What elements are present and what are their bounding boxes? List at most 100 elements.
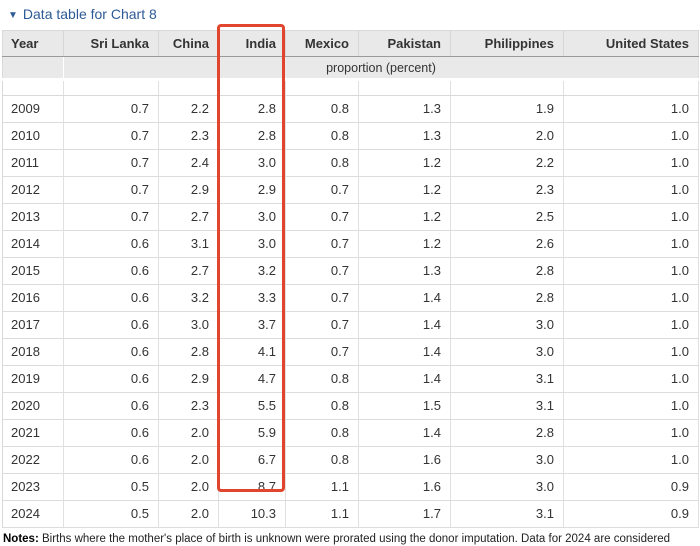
cell-value: 0.7 (63, 149, 159, 177)
table-row: 2016 0.6 3.2 3.3 0.7 1.4 2.8 1.0 (2, 284, 699, 312)
table-notes: Notes: Births where the mother's place o… (3, 532, 694, 546)
col-header-philippines: Philippines (450, 30, 564, 57)
cell-value: 2.8 (158, 338, 219, 366)
cell-value: 0.7 (285, 203, 359, 231)
cell-value: 2.8 (450, 257, 564, 285)
cell-value: 1.2 (358, 203, 451, 231)
data-table: Year Sri Lanka China India Mexico Pakistan Phi… (2, 30, 699, 528)
cell-value: 1.0 (563, 122, 699, 150)
cell-year: 2024 (2, 500, 64, 528)
cell-value: 0.9 (563, 473, 699, 501)
cell-value: 3.1 (158, 230, 219, 258)
cell-value: 1.0 (563, 446, 699, 474)
cell-value: 1.4 (358, 338, 451, 366)
data-table-title: Data table for Chart 8 (22, 6, 157, 22)
cell-value: 1.0 (563, 95, 699, 123)
column-header-row: Year Sri Lanka China India Mexico Pakistan Phi… (2, 30, 699, 57)
cell-value: 2.7 (158, 257, 219, 285)
cell-value: 1.0 (563, 203, 699, 231)
cell-value: 10.3 (218, 500, 286, 528)
cell-value: 3.7 (218, 311, 286, 339)
cell-value: 2.3 (158, 122, 219, 150)
col-header-india: India (218, 30, 286, 57)
notes-text: Births where the mother's place of birth… (41, 533, 670, 545)
cell-value: 3.2 (158, 284, 219, 312)
table-row: 2019 0.6 2.9 4.7 0.8 1.4 3.1 1.0 (2, 365, 699, 393)
table-row: 2017 0.6 3.0 3.7 0.7 1.4 3.0 1.0 (2, 311, 699, 339)
cell-value: 0.8 (285, 419, 359, 447)
cell-value: 2.8 (218, 95, 286, 123)
cell-year: 2022 (2, 446, 64, 474)
cell-value: 0.8 (285, 122, 359, 150)
cell-value: 3.0 (218, 230, 286, 258)
cell-value: 1.4 (358, 419, 451, 447)
cell-value: 1.4 (358, 284, 451, 312)
cell-value: 5.9 (218, 419, 286, 447)
cell-value: 3.0 (218, 149, 286, 177)
cell-year: 2023 (2, 473, 64, 501)
table-row: 2012 0.7 2.9 2.9 0.7 1.2 2.3 1.0 (2, 176, 699, 204)
cell-year: 2009 (2, 95, 64, 123)
cell-value: 2.3 (450, 176, 564, 204)
cell-year: 2014 (2, 230, 64, 258)
cell-value: 0.6 (63, 365, 159, 393)
cell-value: 0.6 (63, 230, 159, 258)
cell-value: 0.8 (285, 149, 359, 177)
cell-year: 2015 (2, 257, 64, 285)
cell-value: 0.6 (63, 419, 159, 447)
cell-value: 2.0 (158, 473, 219, 501)
cell-value: 2.6 (450, 230, 564, 258)
table-row: 2014 0.6 3.1 3.0 0.7 1.2 2.6 1.0 (2, 230, 699, 258)
spacer-cell (218, 79, 286, 96)
cell-year: 2018 (2, 338, 64, 366)
spacer-cell (158, 79, 219, 96)
cell-value: 0.9 (563, 500, 699, 528)
table-row: 2010 0.7 2.3 2.8 0.8 1.3 2.0 1.0 (2, 122, 699, 150)
cell-value: 0.7 (285, 257, 359, 285)
cell-value: 0.8 (285, 392, 359, 420)
cell-value: 1.9 (450, 95, 564, 123)
cell-value: 1.0 (563, 257, 699, 285)
cell-year: 2011 (2, 149, 64, 177)
cell-value: 3.0 (158, 311, 219, 339)
table-row: 2022 0.6 2.0 6.7 0.8 1.6 3.0 1.0 (2, 446, 699, 474)
cell-value: 0.7 (285, 311, 359, 339)
cell-value: 1.0 (563, 365, 699, 393)
cell-value: 1.3 (358, 95, 451, 123)
col-header-year: Year (2, 30, 64, 57)
spacer-row (2, 79, 699, 96)
cell-value: 1.4 (358, 365, 451, 393)
cell-value: 1.0 (563, 176, 699, 204)
col-header-china: China (158, 30, 219, 57)
cell-value: 0.6 (63, 257, 159, 285)
cell-value: 2.7 (158, 203, 219, 231)
cell-value: 1.0 (563, 149, 699, 177)
spacer-cell (450, 79, 564, 96)
cell-value: 3.0 (450, 473, 564, 501)
col-header-pakistan: Pakistan (358, 30, 451, 57)
cell-value: 3.2 (218, 257, 286, 285)
spacer-cell (358, 79, 451, 96)
cell-value: 1.0 (563, 311, 699, 339)
cell-value: 1.1 (285, 500, 359, 528)
cell-value: 1.6 (358, 473, 451, 501)
cell-value: 3.3 (218, 284, 286, 312)
cell-value: 2.2 (158, 95, 219, 123)
cell-value: 3.1 (450, 365, 564, 393)
cell-value: 0.8 (285, 446, 359, 474)
cell-value: 2.0 (158, 500, 219, 528)
data-table-toggle[interactable]: ▼ Data table for Chart 8 (0, 0, 700, 30)
cell-value: 1.0 (563, 284, 699, 312)
cell-value: 1.3 (358, 122, 451, 150)
cell-value: 2.0 (158, 446, 219, 474)
cell-year: 2017 (2, 311, 64, 339)
cell-value: 1.2 (358, 176, 451, 204)
cell-value: 0.6 (63, 284, 159, 312)
cell-year: 2016 (2, 284, 64, 312)
notes-line: Notes: Births where the mother's place o… (3, 532, 694, 546)
table-row: 2013 0.7 2.7 3.0 0.7 1.2 2.5 1.0 (2, 203, 699, 231)
cell-value: 0.7 (285, 284, 359, 312)
table-row: 2011 0.7 2.4 3.0 0.8 1.2 2.2 1.0 (2, 149, 699, 177)
table-row: 2024 0.5 2.0 10.3 1.1 1.7 3.1 0.9 (2, 500, 699, 528)
cell-value: 1.5 (358, 392, 451, 420)
